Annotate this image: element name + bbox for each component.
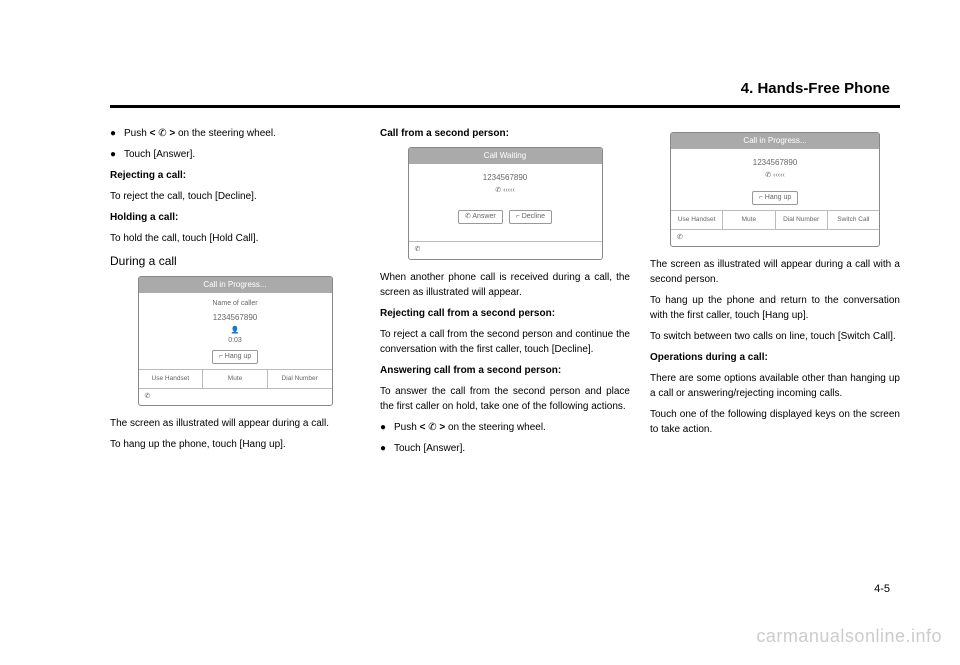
- phone-number: 1234567890: [417, 172, 594, 184]
- column-3: Call in Progress... 1234567890 ✆ ‹‹‹‹‹ ⌐…: [650, 126, 900, 462]
- bullet-text: Touch [Answer].: [124, 147, 360, 162]
- bullet-dot: ●: [380, 420, 394, 435]
- phone-number: 1234567890: [679, 157, 871, 169]
- body-text: To hang up the phone, touch [Hang up].: [110, 437, 360, 452]
- subheading: Answering call from a second person:: [380, 363, 630, 378]
- bullet-text: Push < ✆ > on the steering wheel.: [124, 126, 360, 141]
- manual-page: 4. Hands-Free Phone ● Push < ✆ > on the …: [0, 0, 960, 665]
- decline-button: ⌐ Decline: [509, 210, 552, 225]
- body-text: The screen as illustrated will appear du…: [650, 257, 900, 287]
- bullet-text: Push < ✆ > on the steering wheel.: [394, 420, 630, 435]
- use-handset-key: Use Handset: [139, 370, 204, 388]
- bullet-dot: ●: [110, 126, 124, 141]
- column-2: Call from a second person: Call Waiting …: [380, 126, 630, 462]
- body-text: To answer the call from the second perso…: [380, 384, 630, 414]
- subheading: Rejecting call from a second person:: [380, 306, 630, 321]
- mute-key: Mute: [723, 211, 775, 229]
- body-text: To hang up the phone and return to the c…: [650, 293, 900, 323]
- ui-bottom-bar: ✆: [139, 388, 332, 406]
- chapter-title: 4. Hands-Free Phone: [110, 80, 900, 97]
- dial-number-key: Dial Number: [268, 370, 332, 388]
- ringing-icon: ✆ ‹‹‹‹‹: [417, 186, 594, 197]
- ui-screenshot-call-in-progress: Call in Progress... Name of caller 12345…: [138, 276, 333, 406]
- page-number: 4-5: [874, 583, 890, 595]
- body-text: Touch one of the following displayed key…: [650, 407, 900, 437]
- subheading: Holding a call:: [110, 210, 360, 225]
- subheading: Call from a second person:: [380, 126, 630, 141]
- contact-icon: 👤: [147, 326, 324, 337]
- ui-body: 1234567890 ✆ ‹‹‹‹‹ ⌐ Hang up: [671, 149, 879, 210]
- bullet-item: ● Push < ✆ > on the steering wheel.: [380, 420, 630, 435]
- ui-footer: Use Handset Mute Dial Number Switch Call: [671, 210, 879, 229]
- subheading: Rejecting a call:: [110, 168, 360, 183]
- dial-number-key: Dial Number: [776, 211, 828, 229]
- body-text: The screen as illustrated will appear du…: [110, 416, 360, 431]
- use-handset-key: Use Handset: [671, 211, 723, 229]
- section-heading: During a call: [110, 252, 360, 270]
- bullet-dot: ●: [380, 441, 394, 456]
- bullet-dot: ●: [110, 147, 124, 162]
- ui-bottom-bar: ✆: [409, 241, 602, 259]
- body-text: To hold the call, touch [Hold Call].: [110, 231, 360, 246]
- ui-body: Name of caller 1234567890 👤 0:03 ⌐ Hang …: [139, 293, 332, 369]
- call-time: 0:03: [147, 336, 324, 347]
- watermark: carmanualsonline.info: [756, 626, 942, 647]
- ringing-icon: ✆ ‹‹‹‹‹: [679, 171, 871, 182]
- body-text: There are some options available other t…: [650, 371, 900, 401]
- column-1: ● Push < ✆ > on the steering wheel. ● To…: [110, 126, 360, 462]
- ui-screenshot-call-waiting: Call Waiting 1234567890 ✆ ‹‹‹‹‹ ✆ Answer…: [408, 147, 603, 260]
- mute-key: Mute: [203, 370, 268, 388]
- bullet-text: Touch [Answer].: [394, 441, 630, 456]
- switch-call-key: Switch Call: [828, 211, 879, 229]
- caller-label: Name of caller: [147, 299, 324, 310]
- body-text: To reject the call, touch [Decline].: [110, 189, 360, 204]
- answer-button: ✆ Answer: [458, 210, 503, 225]
- body-text: To reject a call from the second person …: [380, 327, 630, 357]
- divider: [110, 105, 900, 108]
- bullet-item: ● Touch [Answer].: [110, 147, 360, 162]
- hangup-button: ⌐ Hang up: [752, 191, 799, 206]
- bullet-item: ● Touch [Answer].: [380, 441, 630, 456]
- ui-header: Call in Progress...: [671, 133, 879, 149]
- ui-body: 1234567890 ✆ ‹‹‹‹‹ ✆ Answer ⌐ Decline: [409, 164, 602, 241]
- phone-number: 1234567890: [147, 312, 324, 324]
- ui-footer: Use Handset Mute Dial Number: [139, 369, 332, 388]
- ui-screenshot-second-call: Call in Progress... 1234567890 ✆ ‹‹‹‹‹ ⌐…: [670, 132, 880, 247]
- ui-header: Call in Progress...: [139, 277, 332, 293]
- hangup-button: ⌐ Hang up: [212, 350, 259, 365]
- content-columns: ● Push < ✆ > on the steering wheel. ● To…: [110, 126, 900, 462]
- body-text: When another phone call is received duri…: [380, 270, 630, 300]
- body-text: To switch between two calls on line, tou…: [650, 329, 900, 344]
- subheading: Operations during a call:: [650, 350, 900, 365]
- bullet-item: ● Push < ✆ > on the steering wheel.: [110, 126, 360, 141]
- ui-bottom-bar: ✆: [671, 229, 879, 247]
- ui-header: Call Waiting: [409, 148, 602, 164]
